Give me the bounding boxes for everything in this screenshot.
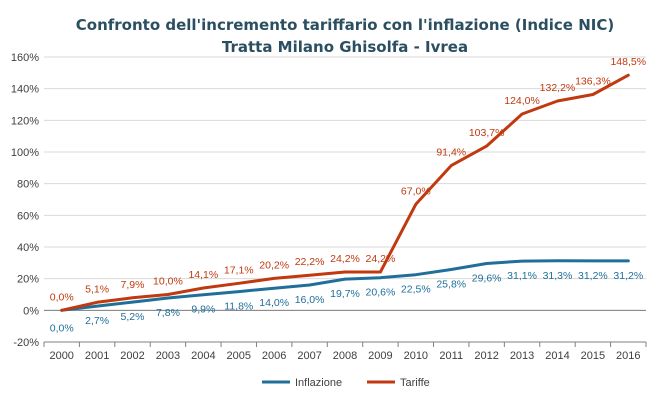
x-tick-label: 2000 (49, 350, 73, 362)
data-label-tariffe: 20,2% (259, 259, 289, 271)
y-tick-label: 140% (11, 84, 39, 96)
x-tick-label: 2014 (545, 350, 569, 362)
chart-title: Confronto dell'incremento tariffario con… (76, 16, 614, 34)
x-tick-label: 2012 (474, 350, 498, 362)
series-line-tariffe (60, 73, 630, 312)
legend: Inflazione Tariffe (262, 377, 430, 389)
x-tick-label: 2001 (85, 350, 109, 362)
series-line-inflazione (60, 259, 630, 312)
y-tick-label: 60% (17, 210, 39, 222)
chart-subtitle: Tratta Milano Ghisolfa - Ivrea (222, 38, 468, 56)
y-tick-label: 120% (11, 115, 39, 127)
y-tick-label: 100% (11, 147, 39, 159)
legend-label: Inflazione (295, 377, 342, 389)
data-label-inflazione: 31,3% (543, 270, 573, 282)
x-tick-label: 2015 (581, 350, 605, 362)
y-axis: -20% 0% 20% 40% 60% 80% 100% 120% 140% 160% (11, 52, 39, 349)
data-label-tariffe: 132,2% (540, 82, 576, 94)
data-label-inflazione: 14,0% (259, 297, 289, 309)
x-tick-label: 2013 (510, 350, 534, 362)
x-tick-label: 2007 (297, 350, 321, 362)
data-label-tariffe: 24,2% (366, 253, 396, 265)
x-tick-label: 2005 (227, 350, 251, 362)
data-label-tariffe: 22,2% (295, 256, 325, 268)
data-label-inflazione: 2,7% (85, 315, 109, 327)
x-tick-label: 2009 (368, 350, 392, 362)
y-tick-label: 160% (11, 52, 39, 64)
x-tick-label: 2004 (191, 350, 215, 362)
data-label-inflazione: 20,6% (366, 287, 396, 299)
data-label-tariffe: 136,3% (575, 76, 611, 88)
data-label-inflazione: 16,0% (295, 294, 325, 306)
data-label-inflazione: 31,1% (507, 270, 537, 282)
data-label-tariffe: 0,0% (50, 291, 74, 303)
data-label-inflazione: 29,6% (472, 272, 502, 284)
data-label-tariffe: 14,1% (188, 269, 218, 281)
x-axis: 2000 2001 2002 2003 2004 2005 2006 2007 2008 2009… (43, 309, 647, 362)
y-tick-label: 0% (23, 305, 39, 317)
data-label-inflazione: 19,7% (330, 288, 360, 300)
data-label-tariffe: 67,0% (401, 185, 431, 197)
data-label-inflazione: 0,0% (50, 322, 74, 334)
data-label-tariffe: 124,0% (504, 95, 540, 107)
x-tick-label: 2003 (156, 350, 180, 362)
data-label-tariffe: 7,9% (121, 279, 145, 291)
data-label-inflazione: 7,8% (156, 307, 180, 319)
data-label-tariffe: 103,7% (469, 127, 505, 139)
y-tick-label: 80% (17, 179, 39, 191)
y-tick-label: 20% (17, 274, 39, 286)
data-label-inflazione: 31,2% (613, 270, 643, 282)
x-tick-label: 2016 (616, 350, 640, 362)
x-tick-label: 2008 (333, 350, 357, 362)
series-lines (60, 73, 630, 312)
data-labels: 0,0% 2,7% 5,2% 7,8% 9,9% 11,8% 14,0% 16,0% 19,7%… (50, 56, 646, 334)
data-label-tariffe: 5,1% (85, 283, 109, 295)
data-label-inflazione: 11,8% (224, 301, 253, 313)
data-label-tariffe: 91,4% (436, 147, 466, 159)
x-tick-label: 2002 (120, 350, 144, 362)
x-tick-label: 2010 (404, 350, 428, 362)
data-label-tariffe: 17,1% (224, 264, 254, 276)
data-label-inflazione: 9,9% (191, 304, 215, 316)
y-tick-label: 40% (17, 242, 39, 254)
data-label-tariffe: 10,0% (153, 276, 183, 288)
x-tick-label: 2011 (439, 350, 463, 362)
data-label-inflazione: 5,2% (121, 311, 145, 323)
data-label-inflazione: 25,8% (436, 278, 466, 290)
y-tick-label: -20% (13, 337, 39, 349)
data-label-inflazione: 22,5% (401, 284, 431, 296)
data-label-tariffe: 24,2% (330, 253, 360, 265)
x-tick-label: 2006 (262, 350, 286, 362)
data-label-inflazione: 31,2% (578, 270, 608, 282)
data-label-tariffe: 148,5% (610, 56, 646, 68)
legend-label: Tariffe (400, 377, 430, 389)
